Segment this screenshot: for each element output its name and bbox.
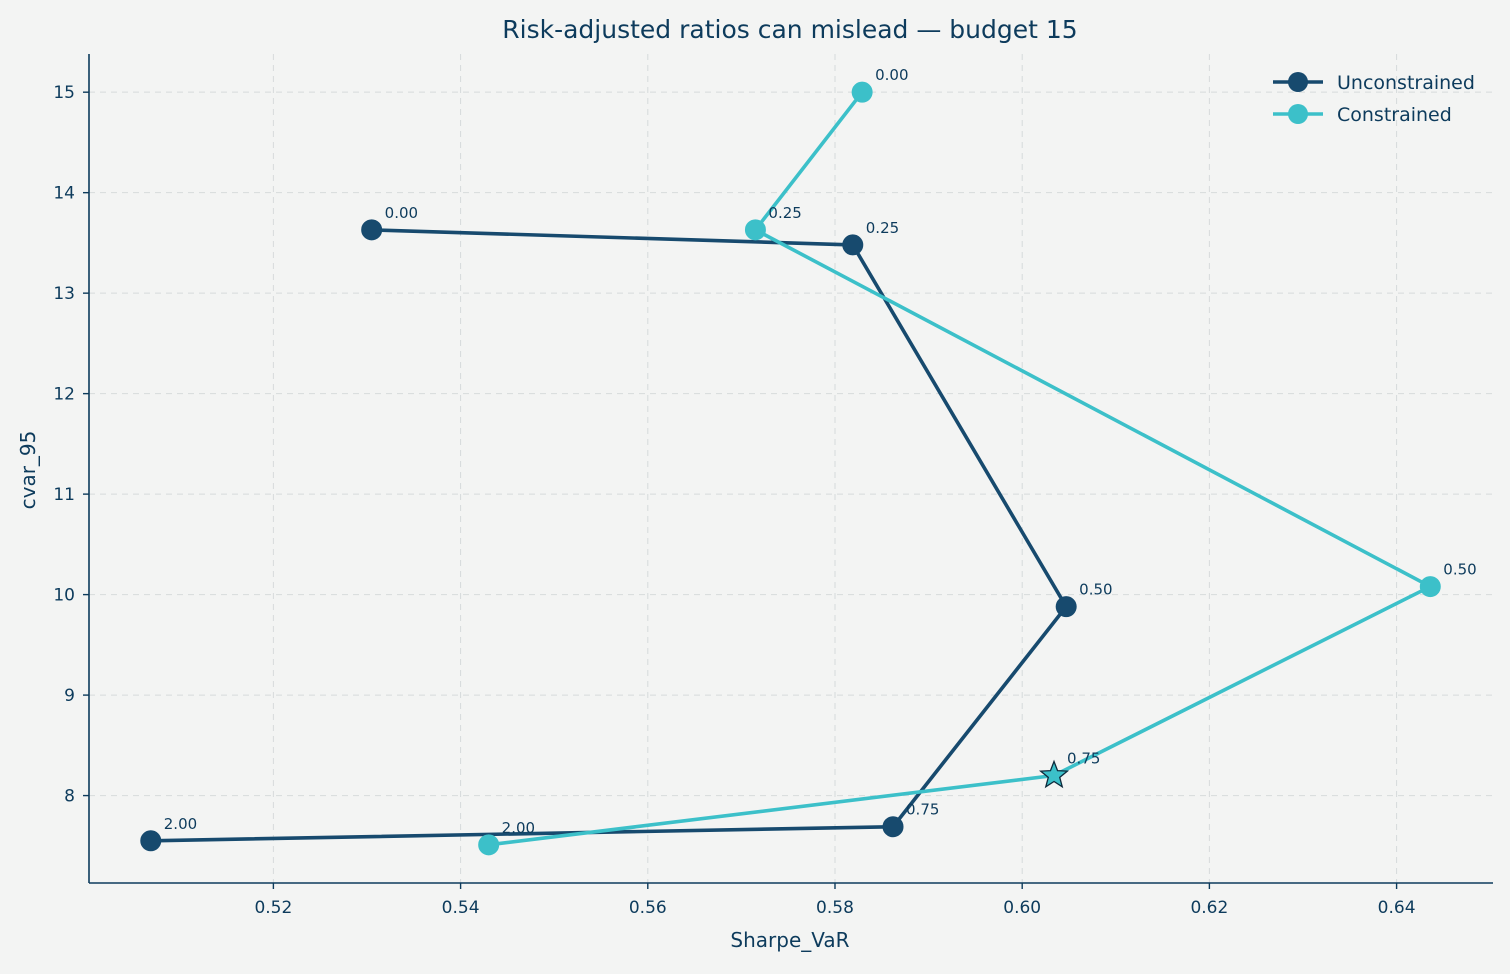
x-tick-label: 0.52 bbox=[254, 898, 292, 918]
series-layer: 0.00 0.25 0.50 0.75 2.00 0.00 0.25 0.50 0.75 2.00 bbox=[140, 66, 1477, 856]
legend: Unconstrained Constrained bbox=[1273, 72, 1475, 126]
x-tick-label: 0.64 bbox=[1378, 898, 1416, 918]
data-point-label: 0.00 bbox=[875, 66, 908, 84]
y-tick-label: 12 bbox=[53, 385, 75, 405]
data-point-label: 0.25 bbox=[866, 219, 899, 237]
y-axis-label: cvar_95 bbox=[16, 431, 40, 510]
chart-title: Risk-adjusted ratios can mislead — budge… bbox=[502, 15, 1077, 44]
data-point-label: 0.75 bbox=[1067, 749, 1100, 767]
legend-marker bbox=[1288, 104, 1308, 124]
y-tick-label: 10 bbox=[53, 586, 75, 606]
data-point-label: 0.50 bbox=[1443, 561, 1476, 579]
data-point bbox=[478, 834, 500, 856]
data-point-label: 0.50 bbox=[1079, 581, 1112, 599]
data-point-label: 0.75 bbox=[906, 801, 939, 819]
data-point bbox=[851, 81, 873, 103]
data-point-label: 0.00 bbox=[385, 204, 418, 222]
series-line bbox=[488, 91, 1433, 847]
series-constrained: 0.00 0.25 0.50 0.75 2.00 bbox=[478, 66, 1477, 856]
legend-item: Constrained bbox=[1273, 104, 1452, 126]
x-tick-label: 0.56 bbox=[629, 898, 667, 918]
data-point-label: 0.25 bbox=[768, 204, 801, 222]
legend-item: Unconstrained bbox=[1273, 72, 1475, 94]
y-tick-label: 8 bbox=[64, 787, 75, 807]
x-tick-label: 0.54 bbox=[442, 898, 480, 918]
data-point bbox=[842, 234, 864, 256]
grid bbox=[89, 54, 1493, 883]
legend-label: Constrained bbox=[1337, 104, 1452, 126]
star-point bbox=[1038, 759, 1070, 789]
legend-label: Unconstrained bbox=[1337, 72, 1475, 94]
x-tick-label: 0.62 bbox=[1190, 898, 1228, 918]
data-point bbox=[361, 219, 383, 241]
series-unconstrained: 0.00 0.25 0.50 0.75 2.00 bbox=[140, 204, 1113, 852]
axes: 0.52 0.54 0.56 0.58 0.60 0.62 0.64 8 9 10 11 12 13 14… bbox=[53, 54, 1493, 918]
y-tick-label: 9 bbox=[64, 686, 75, 706]
data-point-label: 2.00 bbox=[164, 815, 197, 833]
y-tick-label: 14 bbox=[53, 184, 75, 204]
data-point bbox=[1055, 596, 1077, 618]
x-tick-label: 0.60 bbox=[1003, 898, 1041, 918]
data-point bbox=[744, 219, 766, 241]
y-tick-label: 15 bbox=[53, 83, 75, 103]
y-tick-label: 13 bbox=[53, 284, 75, 304]
data-point-label: 2.00 bbox=[502, 819, 535, 837]
x-axis-label: Sharpe_VaR bbox=[730, 928, 849, 952]
legend-marker bbox=[1288, 72, 1308, 92]
data-point bbox=[882, 816, 904, 838]
x-tick-label: 0.58 bbox=[816, 898, 854, 918]
data-point bbox=[140, 830, 162, 852]
data-point bbox=[1419, 576, 1441, 598]
y-tick-label: 11 bbox=[53, 485, 75, 505]
